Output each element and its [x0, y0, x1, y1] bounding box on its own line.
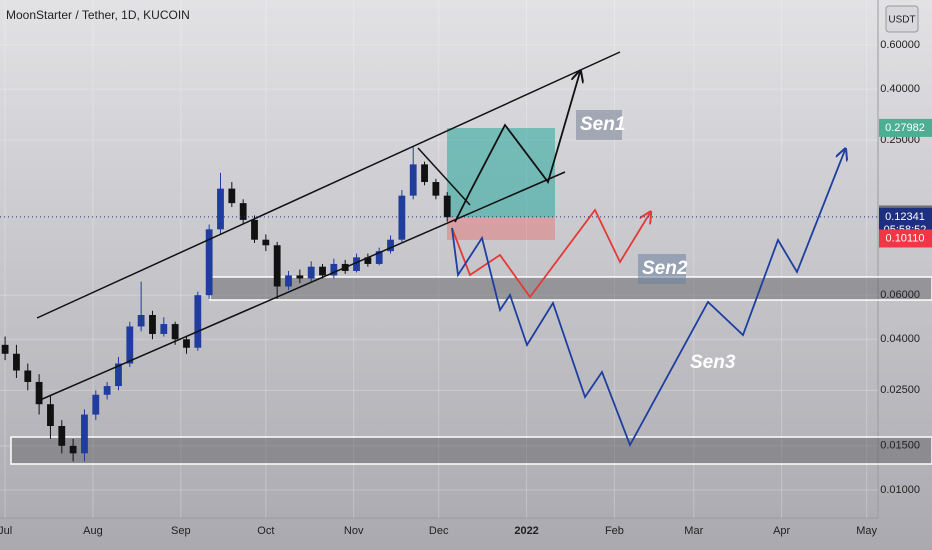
currency-box: [885, 5, 919, 33]
price-label: 0.27982: [885, 122, 925, 134]
y-tick-label: 0.06000: [880, 289, 920, 301]
candle-body: [330, 263, 338, 276]
channel-line: [39, 171, 566, 401]
candle-body: [149, 315, 156, 334]
candle-body: [137, 315, 145, 327]
candles: [1, 146, 451, 462]
candle-body: [183, 339, 190, 348]
candle-body: [35, 381, 43, 405]
x-tick-label: Apr: [773, 525, 790, 537]
x-tick-label: Mar: [684, 525, 703, 537]
x-tick-label: Feb: [605, 525, 624, 537]
candle-body: [194, 295, 202, 348]
y-tick-label: 0.60000: [880, 39, 920, 51]
candle-body: [13, 353, 20, 371]
price-label: 0.12341: [885, 211, 925, 223]
candle-body: [398, 195, 406, 240]
scenario-path: [451, 150, 845, 448]
chart-title: MoonStarter / Tether, 1D, KUCOIN: [6, 8, 190, 22]
candle-body: [81, 414, 88, 454]
candle-body: [307, 266, 315, 279]
candle-body: [217, 188, 224, 230]
candle-body: [432, 182, 440, 196]
annotation: Sen2: [642, 258, 688, 279]
candle-body: [421, 164, 428, 183]
candle-body: [285, 275, 292, 287]
x-tick-label: Dec: [429, 525, 449, 537]
y-tick-label: 0.25000: [880, 134, 920, 146]
x-tick-label: Oct: [257, 525, 274, 537]
candle-body: [69, 445, 77, 454]
support-zone: [10, 436, 932, 465]
candle-body: [92, 394, 100, 415]
price-label: 0.10110: [886, 232, 925, 244]
stop-zone: [447, 217, 555, 240]
currency: USDT: [888, 15, 915, 26]
x-tick-label: Sep: [171, 525, 191, 537]
candle-body: [409, 164, 417, 196]
x-tick-label: Nov: [344, 525, 364, 537]
candle-body: [319, 266, 326, 276]
candle-body: [273, 245, 281, 287]
candle-body: [115, 363, 122, 387]
grid: [0, 0, 878, 518]
price-label-bg: [879, 118, 932, 137]
x-tick-label: Jul: [0, 525, 12, 537]
candle-body: [387, 239, 394, 252]
candle-body: [126, 326, 134, 364]
channel-line: [36, 51, 621, 319]
x-tick-label: May: [856, 525, 877, 537]
candle-body: [443, 195, 451, 218]
x-tick-label: Aug: [83, 525, 103, 537]
candle-body: [1, 344, 9, 354]
price-label-bg: [879, 229, 932, 248]
candle-body: [251, 219, 258, 240]
candle-body: [364, 257, 372, 264]
y-tick-label: 0.40000: [880, 83, 920, 95]
support-zone: [209, 276, 932, 301]
candle-body: [353, 257, 360, 271]
x-tick-label: 2022: [514, 525, 538, 537]
label-bg: [638, 254, 686, 284]
scenario-path: [454, 72, 580, 223]
candle-body: [171, 324, 179, 340]
scenario-path: [451, 208, 650, 299]
candle-body: [160, 324, 168, 334]
y-tick-label: 0.02500: [880, 384, 920, 396]
candle-body: [24, 370, 32, 382]
candle-body: [205, 229, 213, 296]
candle-body: [228, 188, 236, 204]
candle-body: [296, 275, 304, 279]
annotation: Sen1: [580, 114, 625, 135]
candle-body: [103, 386, 111, 395]
candle-body: [262, 239, 270, 246]
y-tick-label: 0.01500: [880, 440, 920, 452]
candle-body: [375, 251, 383, 264]
pattern-line: [417, 147, 471, 206]
candle-body: [58, 426, 66, 446]
candle-body: [47, 404, 54, 427]
y-tick-label: 0.04000: [880, 333, 920, 345]
label-bg: [576, 110, 622, 140]
y-tick-label: 0.01000: [880, 484, 920, 496]
candle-body: [239, 203, 247, 220]
annotation: Sen3: [690, 352, 736, 373]
